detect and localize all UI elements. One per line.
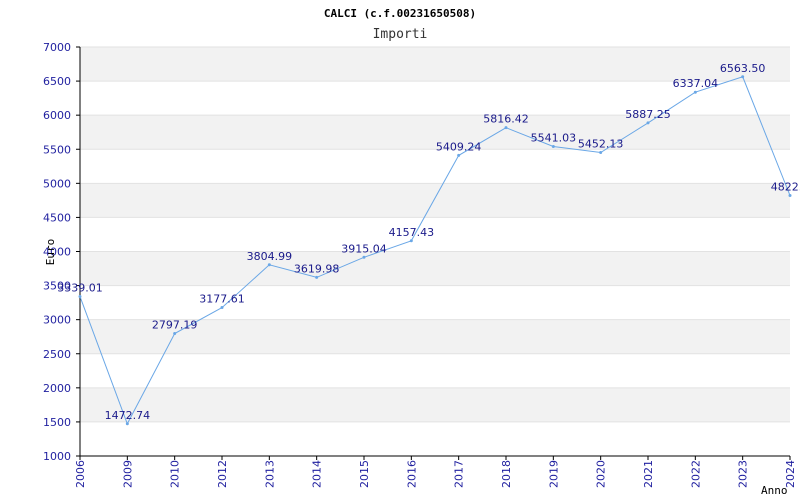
y-ticks: 1000 1500 2000 2500 3000 3500 4000 4500 5000 5500… [43,41,80,463]
y-tick-label: 1000 [43,450,71,463]
x-tick-label: 2012 [216,460,229,488]
x-tick-label: 2014 [311,460,324,488]
x-axis-label: Anno [761,484,788,497]
y-tick-label: 4000 [43,246,71,259]
data-label: 3915.04 [341,242,387,255]
x-tick-label: 2022 [689,460,702,488]
data-label: 3804.99 [247,250,293,263]
grid-band [80,387,790,422]
grid-bands [80,47,790,422]
y-tick-label: 6000 [43,109,71,122]
data-point [551,144,555,148]
data-point [409,239,413,243]
data-label: 5452.13 [578,138,624,151]
data-point [504,126,508,130]
data-label: 5541.03 [531,131,577,144]
y-tick-label: 7000 [43,41,71,54]
y-tick-label: 5000 [43,177,71,190]
data-point [646,121,650,125]
x-tick-label: 2015 [358,460,371,488]
data-point [78,295,82,299]
y-tick-label: 3000 [43,314,71,327]
grid-band [80,47,790,82]
x-tick-label: 2018 [500,460,513,488]
y-tick-label: 1500 [43,416,71,429]
data-label: 2797.19 [152,318,198,331]
x-tick-label: 2019 [547,460,560,488]
data-label: 5816.42 [483,113,529,126]
data-point [173,331,177,335]
grid-band [80,251,790,286]
grid-band [80,115,790,150]
data-point [267,263,271,267]
x-tick-label: 2009 [121,460,134,488]
x-ticks: 2006 2009 2010 2012 2013 2014 2015 2016 2017 2018… [74,456,797,488]
data-point [457,153,461,157]
data-label: 6563.50 [720,62,766,75]
y-axis-label: Euro [44,239,57,266]
grid-band [80,319,790,354]
data-point [788,193,792,197]
y-tick-label: 2500 [43,348,71,361]
data-point [741,75,745,79]
x-tick-label: 2010 [169,460,182,488]
data-point [125,422,129,426]
data-label: 4157.43 [389,226,435,239]
x-tick-label: 2024 [784,460,797,488]
data-label: 3619.98 [294,262,340,275]
chart-subtitle: Importi [373,27,428,42]
data-label: 5887.25 [625,108,671,121]
series-line [79,76,791,426]
grid-band [80,183,790,218]
data-point [362,255,366,259]
x-tick-label: 2016 [405,460,418,488]
data-label: 5409.24 [436,140,482,153]
data-label: 3339.01 [57,282,103,295]
data-label: 1472.74 [105,409,151,422]
grid-lines [80,46,790,457]
x-tick-label: 2023 [737,460,750,488]
y-tick-label: 2000 [43,382,71,395]
y-tick-label: 5500 [43,143,71,156]
x-tick-label: 2020 [595,460,608,488]
data-point [315,275,319,279]
y-tick-label: 4500 [43,211,71,224]
x-tick-label: 2021 [642,460,655,488]
x-tick-label: 2006 [74,460,87,488]
data-label: 4822.0 [771,180,800,193]
data-label: 3177.61 [199,293,245,306]
data-point [693,90,697,94]
y-tick-label: 3500 [43,280,71,293]
chart-title: CALCI (c.f.00231650508) [324,7,476,20]
y-tick-label: 6500 [43,75,71,88]
data-label: 6337.04 [673,77,719,90]
data-point [220,306,224,310]
data-point [599,151,603,155]
x-tick-label: 2017 [453,460,466,488]
x-tick-label: 2013 [263,460,276,488]
